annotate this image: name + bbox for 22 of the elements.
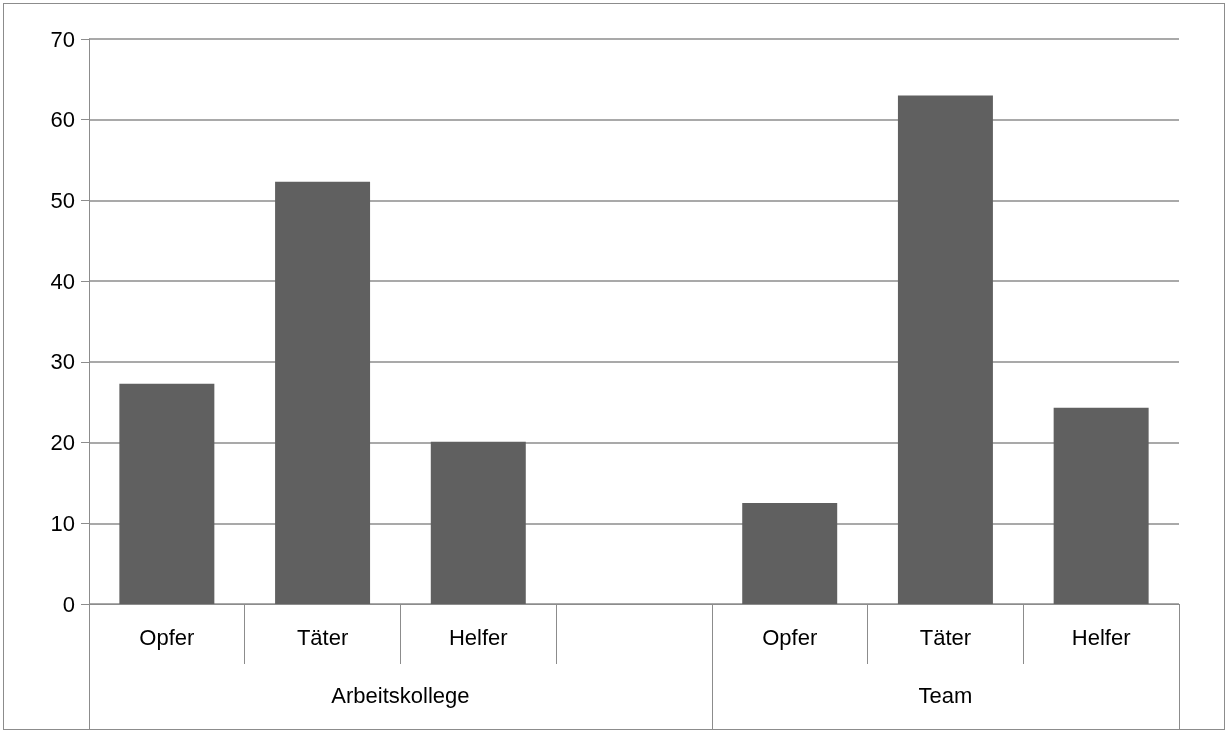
x-tick-label: Opfer — [139, 624, 195, 650]
x-tick-label: Opfer — [762, 624, 818, 650]
y-tick-label: 10 — [50, 510, 75, 536]
bar — [430, 441, 526, 604]
y-tick-label: 40 — [50, 268, 75, 294]
y-tick-label: 0 — [62, 591, 75, 617]
x-tick-label: Helfer — [448, 624, 508, 650]
bar — [897, 95, 993, 604]
bar — [742, 503, 838, 604]
bar — [119, 383, 215, 604]
x-tick-label: Täter — [919, 624, 972, 650]
text: Arbeitskollege — [331, 682, 470, 708]
bar — [1053, 407, 1149, 604]
y-tick-label: 70 — [50, 26, 75, 52]
x-tick-label: Helfer — [1071, 624, 1131, 650]
text: Team — [918, 682, 973, 708]
y-tick-label: 30 — [50, 349, 75, 375]
bar — [275, 181, 371, 604]
y-tick-label: 60 — [50, 107, 75, 133]
y-tick-label: 20 — [50, 430, 75, 456]
y-tick-label: 50 — [50, 187, 75, 213]
x-tick-label: Täter — [296, 624, 349, 650]
